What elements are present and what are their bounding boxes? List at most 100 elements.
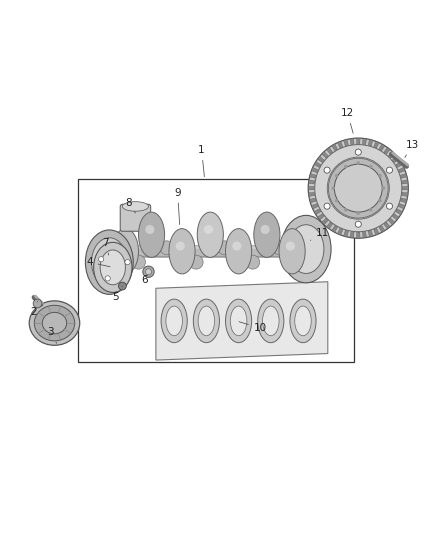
Ellipse shape <box>113 229 138 274</box>
Polygon shape <box>332 144 338 151</box>
Bar <box>78 180 354 362</box>
Polygon shape <box>379 144 385 151</box>
Polygon shape <box>402 180 408 184</box>
Ellipse shape <box>160 241 174 255</box>
Ellipse shape <box>34 305 75 341</box>
Ellipse shape <box>232 241 241 251</box>
Ellipse shape <box>230 306 247 336</box>
Polygon shape <box>310 198 316 203</box>
Circle shape <box>335 199 338 203</box>
Polygon shape <box>398 167 405 173</box>
Polygon shape <box>400 198 407 203</box>
Ellipse shape <box>193 299 219 343</box>
Ellipse shape <box>288 225 324 273</box>
Polygon shape <box>156 282 328 360</box>
Circle shape <box>308 138 408 238</box>
Polygon shape <box>368 140 373 146</box>
Circle shape <box>386 167 392 173</box>
Polygon shape <box>337 228 343 235</box>
Polygon shape <box>314 209 321 215</box>
Ellipse shape <box>197 212 223 257</box>
Polygon shape <box>311 204 318 209</box>
Circle shape <box>369 208 373 212</box>
Ellipse shape <box>94 243 132 293</box>
Polygon shape <box>318 156 324 163</box>
Polygon shape <box>374 141 379 148</box>
Circle shape <box>315 144 402 232</box>
Polygon shape <box>396 209 403 215</box>
Polygon shape <box>388 151 395 158</box>
Polygon shape <box>392 214 399 220</box>
Polygon shape <box>321 218 328 225</box>
Polygon shape <box>402 187 408 190</box>
Polygon shape <box>374 228 379 235</box>
Circle shape <box>335 174 338 177</box>
Circle shape <box>324 167 330 173</box>
Ellipse shape <box>254 212 280 257</box>
Polygon shape <box>311 167 318 173</box>
Polygon shape <box>398 204 405 209</box>
Polygon shape <box>326 148 333 154</box>
Polygon shape <box>379 225 385 232</box>
Polygon shape <box>318 214 324 220</box>
FancyBboxPatch shape <box>120 204 151 231</box>
Ellipse shape <box>258 299 284 343</box>
Polygon shape <box>396 161 403 167</box>
Circle shape <box>357 161 360 165</box>
Polygon shape <box>362 232 367 238</box>
Polygon shape <box>350 139 354 145</box>
Text: 9: 9 <box>174 188 181 224</box>
Text: 5: 5 <box>112 286 122 302</box>
Ellipse shape <box>286 241 295 251</box>
Polygon shape <box>402 192 408 197</box>
Polygon shape <box>400 173 407 179</box>
Polygon shape <box>321 151 328 158</box>
Ellipse shape <box>226 229 252 274</box>
Ellipse shape <box>145 225 154 234</box>
Circle shape <box>125 260 130 265</box>
Text: 6: 6 <box>141 276 148 286</box>
Circle shape <box>99 256 104 262</box>
Ellipse shape <box>169 229 195 274</box>
Ellipse shape <box>176 241 185 251</box>
Polygon shape <box>384 148 390 154</box>
Polygon shape <box>357 232 360 238</box>
Circle shape <box>344 165 347 168</box>
Circle shape <box>386 203 392 209</box>
Polygon shape <box>314 161 321 167</box>
Polygon shape <box>337 141 343 148</box>
Text: 4: 4 <box>86 257 110 267</box>
Ellipse shape <box>226 299 252 343</box>
Ellipse shape <box>29 301 80 345</box>
Circle shape <box>357 212 360 215</box>
Text: 7: 7 <box>102 238 109 255</box>
Polygon shape <box>392 156 399 163</box>
Ellipse shape <box>272 241 286 255</box>
Circle shape <box>145 269 152 275</box>
Polygon shape <box>332 225 338 232</box>
Ellipse shape <box>281 215 331 283</box>
Circle shape <box>378 199 381 203</box>
Text: 10: 10 <box>239 322 267 333</box>
Circle shape <box>332 187 335 190</box>
Circle shape <box>33 299 42 308</box>
Polygon shape <box>310 173 316 179</box>
Circle shape <box>105 276 110 281</box>
Ellipse shape <box>218 241 231 255</box>
Text: 1: 1 <box>198 145 205 177</box>
Ellipse shape <box>92 238 127 287</box>
Polygon shape <box>350 232 354 238</box>
Polygon shape <box>343 230 348 237</box>
Ellipse shape <box>261 225 270 234</box>
Ellipse shape <box>42 312 67 334</box>
Circle shape <box>334 164 382 212</box>
Ellipse shape <box>166 306 183 336</box>
Ellipse shape <box>262 306 279 336</box>
Circle shape <box>355 221 361 227</box>
Circle shape <box>118 282 126 290</box>
Ellipse shape <box>161 299 187 343</box>
Circle shape <box>381 187 385 190</box>
Polygon shape <box>343 140 348 146</box>
Circle shape <box>327 157 389 219</box>
Text: 13: 13 <box>405 140 419 157</box>
